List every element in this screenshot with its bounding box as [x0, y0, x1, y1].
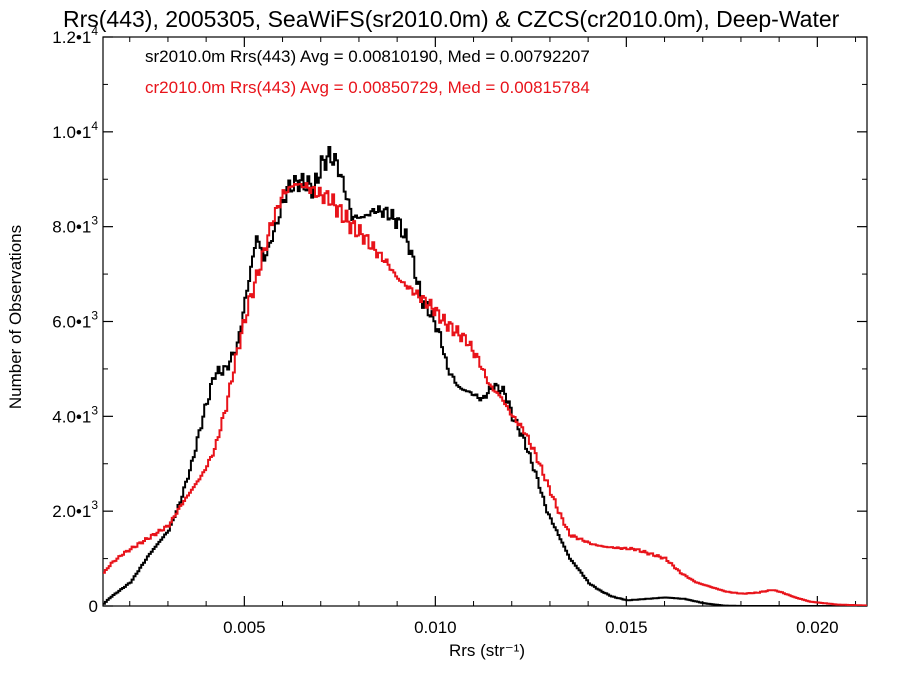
y-tick-label: 4.0•13 — [52, 403, 98, 426]
axis-ticks: 0.005 0.010 0.015 0.020 0 2.0•13 4.0•13 6.0•13 8… — [52, 24, 867, 637]
chart-title: Rrs(443), 2005305, SeaWiFS(sr2010.0m) & … — [63, 6, 840, 32]
y-tick-label: 8.0•13 — [52, 214, 98, 237]
legend-entry-sr2010: sr2010.0m Rrs(443) Avg = 0.00810190, Med… — [145, 47, 590, 66]
x-tick-label: 0.020 — [796, 618, 839, 637]
series-line-sr2010 — [103, 146, 867, 606]
series-line-cr2010 — [103, 182, 867, 606]
x-tick-label: 0.010 — [414, 618, 457, 637]
y-tick-label: 0 — [89, 597, 98, 616]
plot-border — [102, 36, 868, 607]
y-tick-label: 1.2•14 — [52, 24, 98, 47]
legend-entry-cr2010: cr2010.0m Rrs(443) Avg = 0.00850729, Med… — [145, 78, 590, 97]
y-tick-label: 1.0•14 — [52, 119, 98, 142]
y-tick-label: 2.0•13 — [52, 498, 98, 521]
x-tick-label: 0.005 — [223, 618, 266, 637]
y-tick-label: 6.0•13 — [52, 309, 98, 332]
plot-frame — [102, 36, 868, 607]
x-tick-label: 0.015 — [605, 618, 648, 637]
y-axis-label: Number of Observations — [6, 225, 25, 409]
x-axis-label: Rrs (str⁻¹) — [449, 641, 525, 660]
series-layer — [103, 146, 867, 606]
